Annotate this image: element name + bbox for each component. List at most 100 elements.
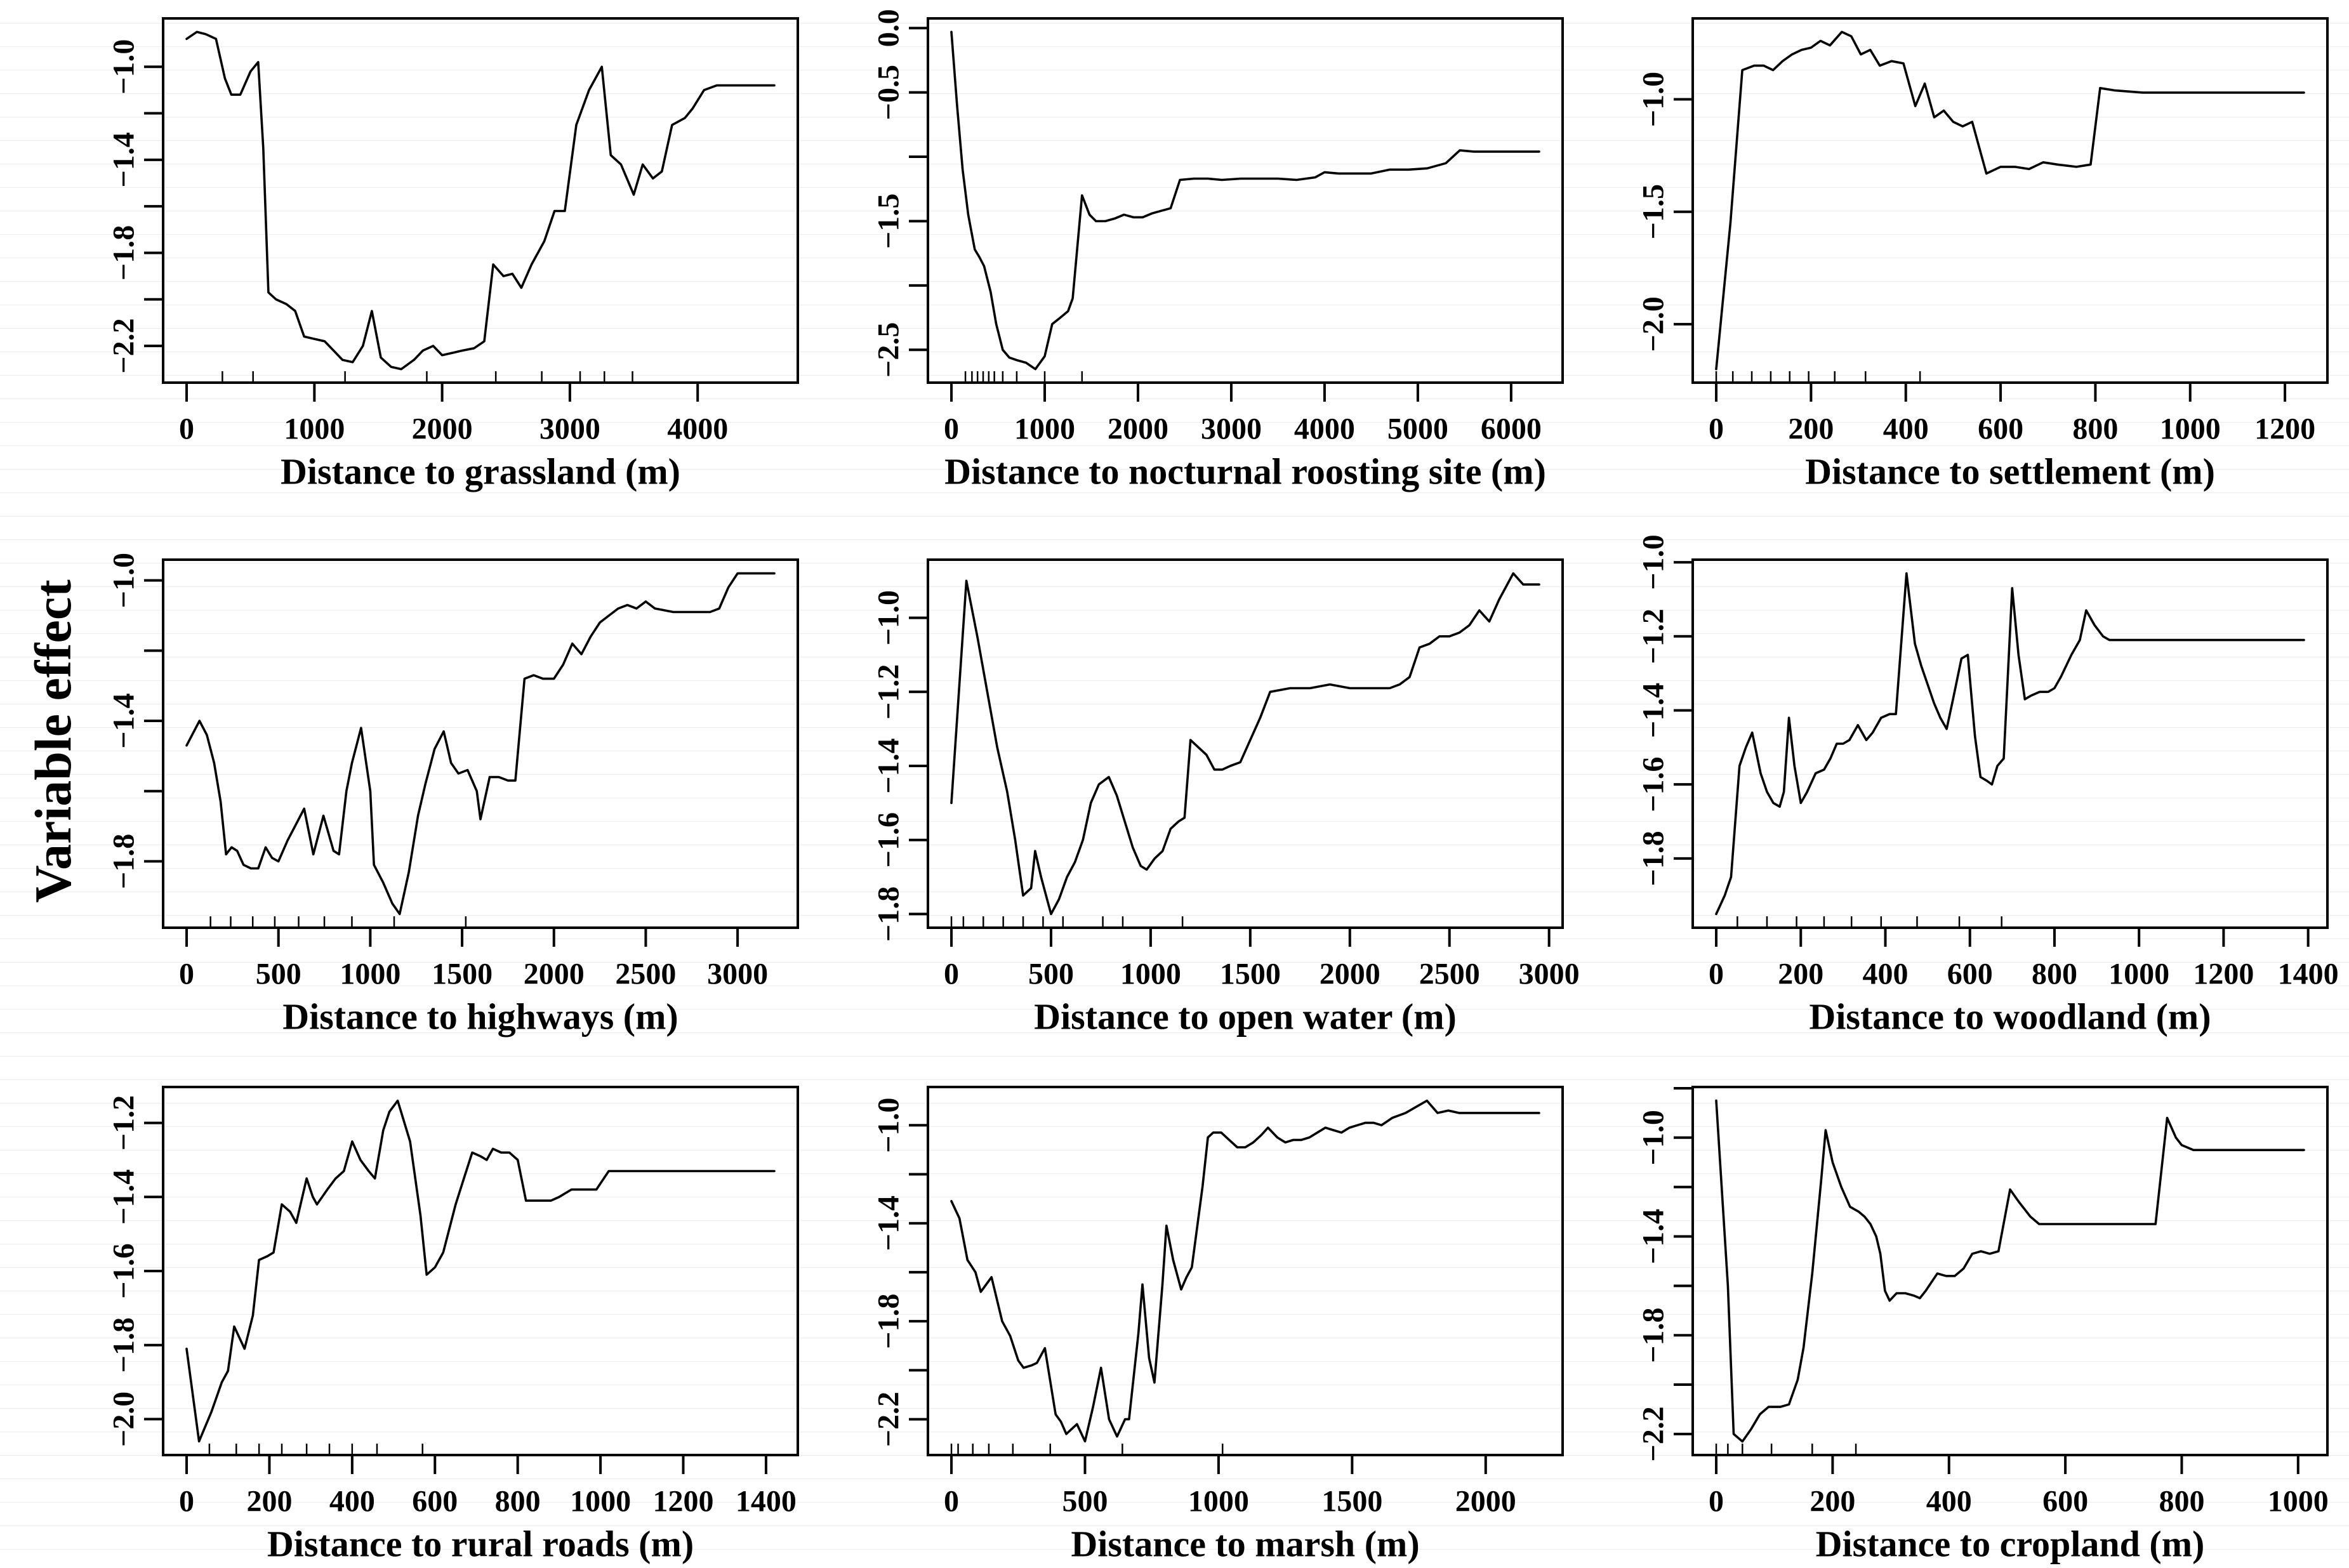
- rug-marks: [950, 916, 1184, 926]
- y-tick-label: −1.6: [107, 1243, 141, 1298]
- x-tick-label: 3000: [1201, 412, 1262, 446]
- y-tick-label: −2.5: [872, 322, 906, 378]
- x-axis-title: Distance to open water (m): [1034, 996, 1457, 1038]
- x-tick-label: 800: [2159, 1485, 2204, 1519]
- y-axis: −2.0 −1.5 −1.0: [1637, 72, 1693, 352]
- x-tick-label: 1000: [2108, 958, 2169, 991]
- y-tick-label: −2.2: [872, 1392, 906, 1447]
- effect-curve: [950, 572, 1540, 916]
- x-axis-title: Distance to marsh (m): [1071, 1524, 1419, 1565]
- x-axis: 0 200 400 600 800 1000 1200 1400 Distance to rur…: [179, 1455, 797, 1565]
- y-tick-label: −1.2: [1637, 609, 1671, 664]
- x-tick-label: 800: [2072, 412, 2118, 446]
- effect-curve: [185, 30, 776, 371]
- x-tick-label: 400: [329, 1485, 375, 1519]
- panel-woodland: 0 200 400 600 800 1000 1200 1400 Distance to woo…: [1637, 534, 2339, 1037]
- plot-box: [162, 17, 799, 384]
- x-tick-label: 2000: [524, 958, 585, 991]
- y-tick-label: −1.0: [1637, 72, 1671, 127]
- panel-settlement: 0 200 400 600 800 1000 1200 Distance to settlem…: [1637, 17, 2329, 492]
- x-tick-label: 200: [1778, 958, 1823, 991]
- x-tick-label: 2000: [412, 412, 473, 446]
- x-tick-label: 0: [179, 412, 194, 446]
- rug-marks: [964, 371, 1083, 381]
- rug-marks: [1715, 371, 1921, 381]
- y-tick-label: −1.5: [872, 194, 906, 249]
- x-tick-label: 1500: [1220, 958, 1281, 991]
- x-tick-label: 1000: [2160, 412, 2221, 446]
- x-tick-label: 1000: [1188, 1485, 1249, 1519]
- x-tick-label: 1000: [284, 412, 345, 446]
- x-tick-label: 2000: [1455, 1485, 1516, 1519]
- x-tick-label: 1200: [2193, 958, 2254, 991]
- y-axis: −2.2 −1.8 −1.4 −1.0: [107, 39, 163, 374]
- y-axis: −2.5 −1.5 −0.5 0.0: [872, 9, 928, 378]
- x-tick-label: 200: [246, 1485, 292, 1519]
- effect-curve: [185, 572, 776, 916]
- x-tick-label: 4000: [1294, 412, 1355, 446]
- plot-box: [927, 558, 1564, 929]
- y-tick-label: −1.0: [1637, 534, 1671, 590]
- effect-curve: [185, 1099, 776, 1443]
- x-tick-label: 1000: [1120, 958, 1181, 991]
- x-tick-label: 800: [495, 1485, 541, 1519]
- y-tick-label: −0.5: [872, 65, 906, 120]
- x-tick-label: 600: [1947, 958, 1993, 991]
- plot-box: [927, 1086, 1564, 1456]
- x-tick-label: 1000: [340, 958, 400, 991]
- y-tick-label: −2.2: [107, 318, 141, 373]
- y-axis: −1.8 −1.6 −1.4 −1.2 −1.0: [872, 590, 928, 942]
- y-tick-label: −1.8: [872, 886, 906, 942]
- effect-curve: [950, 1099, 1540, 1443]
- effect-curve: [1715, 572, 2305, 916]
- x-tick-label: 600: [2042, 1485, 2088, 1519]
- y-tick-label: −2.0: [1637, 296, 1671, 352]
- plot-box: [1691, 1086, 2329, 1456]
- x-axis: 0 200 400 600 800 1000 1200 1400 Distance to woo…: [1709, 928, 2339, 1038]
- x-tick-label: 400: [1862, 958, 1908, 991]
- plot-box: [927, 17, 1564, 384]
- y-tick-label: −1.0: [1637, 1110, 1671, 1165]
- y-axis: −2.0 −1.8 −1.6 −1.4 −1.2: [107, 1095, 163, 1447]
- panel-roosting-site: 0 1000 2000 3000 4000 5000 6000 Distance to noc…: [872, 9, 1564, 492]
- y-axis: −1.8 −1.6 −1.4 −1.2 −1.0: [1637, 534, 1693, 886]
- y-tick-label: −1.8: [107, 834, 141, 889]
- y-tick-label: 0.0: [872, 9, 906, 47]
- y-tick-label: −1.6: [872, 812, 906, 867]
- x-tick-label: 600: [412, 1485, 458, 1519]
- x-tick-label: 2000: [1320, 958, 1380, 991]
- rug-marks: [209, 916, 467, 926]
- rug-marks: [208, 1444, 423, 1454]
- y-tick-label: −1.8: [1637, 831, 1671, 886]
- y-tick-label: −1.2: [872, 664, 906, 720]
- y-tick-label: −1.8: [107, 225, 141, 280]
- y-axis: −1.8 −1.4 −1.0: [107, 553, 163, 889]
- plot-box: [1691, 558, 2329, 929]
- y-tick-label: −1.2: [107, 1095, 141, 1150]
- effect-curve: [1715, 30, 2305, 371]
- x-axis: 0 1000 2000 3000 4000 5000 6000 Distance to noc…: [944, 383, 1546, 492]
- y-axis: −2.2 −1.8 −1.4 −1.0: [1637, 1086, 1693, 1462]
- x-tick-label: 1200: [653, 1485, 714, 1519]
- x-tick-label: 600: [1978, 412, 2023, 446]
- x-tick-label: 1200: [2254, 412, 2315, 446]
- y-tick-label: −1.8: [872, 1293, 906, 1348]
- y-axis-title: Variable effect: [24, 579, 82, 903]
- x-tick-label: 3000: [707, 958, 768, 991]
- y-tick-label: −1.0: [872, 1098, 906, 1153]
- x-tick-label: 2500: [1419, 958, 1480, 991]
- x-tick-label: 1000: [2268, 1485, 2329, 1519]
- x-tick-label: 500: [1062, 1485, 1108, 1519]
- x-tick-label: 0: [944, 1485, 959, 1519]
- panel-rural-roads: 0 200 400 600 800 1000 1200 1400 Distance to rur…: [107, 1086, 799, 1565]
- x-tick-label: 1000: [570, 1485, 631, 1519]
- y-tick-label: −2.2: [1637, 1406, 1671, 1461]
- x-tick-label: 0: [944, 958, 959, 991]
- x-tick-label: 1500: [1321, 1485, 1382, 1519]
- y-tick-label: −1.4: [107, 132, 141, 187]
- panel-open-water: 0 500 1000 1500 2000 2500 3000 Distance to open…: [872, 558, 1580, 1038]
- x-tick-label: 4000: [667, 412, 728, 446]
- x-tick-label: 500: [1028, 958, 1074, 991]
- x-tick-label: 3000: [1519, 958, 1580, 991]
- y-tick-label: −1.4: [1637, 1209, 1671, 1264]
